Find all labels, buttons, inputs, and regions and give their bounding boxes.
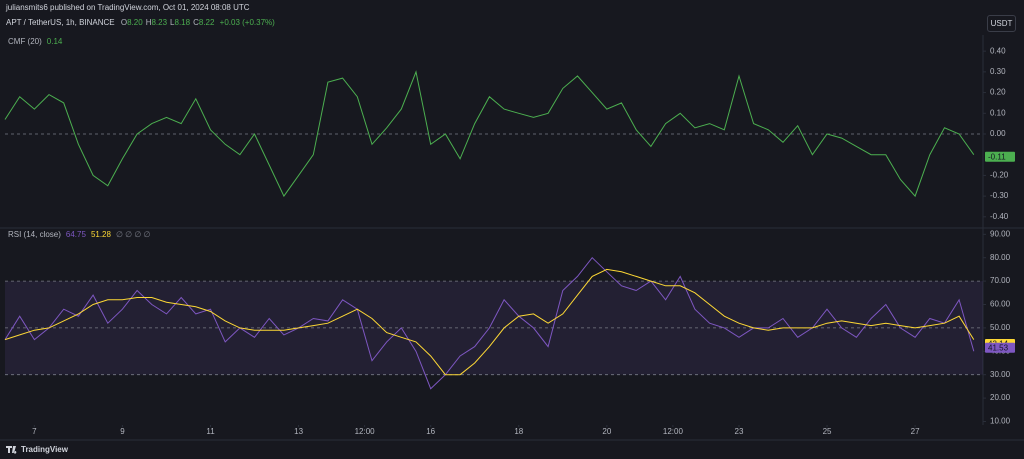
y-tick-label: 80.00 [990, 253, 1011, 262]
value-badge [985, 151, 1015, 162]
legend-na: ∅ ∅ ∅ ∅ [116, 230, 151, 239]
y-tick-label: 10.00 [990, 417, 1011, 426]
legend-value: 64.75 [66, 230, 87, 239]
y-tick-label: 30.00 [990, 370, 1011, 379]
ohlc: O8.20 H8.23 L8.18 C8.22 [121, 18, 218, 27]
x-tick-label: 11 [206, 427, 215, 436]
y-tick-label: 0.20 [990, 88, 1006, 97]
y-tick-label: -0.30 [990, 191, 1009, 200]
y-tick-label: 0.40 [990, 46, 1006, 55]
x-tick-label: 27 [911, 427, 920, 436]
legend-title: CMF (20) [8, 37, 42, 46]
value-badge-label: 41.53 [988, 343, 1009, 352]
ohlc-value: 8.20 [127, 18, 143, 27]
series-line [4, 268, 975, 376]
legend-title: RSI (14, close) [8, 230, 61, 239]
x-tick-label: 20 [602, 427, 611, 436]
y-tick-label: 0.10 [990, 108, 1006, 117]
x-tick-label: 7 [32, 427, 37, 436]
series-line [4, 70, 975, 198]
ohlc-value: 8.22 [198, 18, 215, 27]
x-tick-label: 13 [294, 427, 303, 436]
x-tick-label: 12:00 [663, 427, 684, 436]
y-tick-label: 20.00 [990, 393, 1011, 402]
tv-logo [6, 446, 17, 454]
x-tick-label: 12:00 [355, 427, 376, 436]
legend: CMF (20) 0.14 [8, 37, 63, 46]
value-badge [985, 342, 1015, 353]
y-tick-label: -0.40 [990, 212, 1009, 221]
symbol-row: APT / TetherUS, 1h, BINANCE O8.20 H8.23 L8… [6, 18, 275, 27]
legend-value: 0.14 [47, 37, 63, 46]
ohlc-value: 8.23 [151, 18, 168, 27]
x-tick-label: 9 [120, 427, 125, 436]
change: +0.03 (+0.37%) [219, 18, 275, 27]
y-tick-label: 60.00 [990, 300, 1011, 309]
ohlc-label: H [145, 18, 152, 27]
x-tick-label: 23 [735, 427, 744, 436]
x-tick-label: 25 [823, 427, 832, 436]
ohlc-label: C [193, 18, 199, 27]
legend-value: 51.28 [91, 230, 112, 239]
currency-button[interactable]: USDT [987, 15, 1016, 32]
footer-brand: TradingView [21, 445, 69, 454]
y-tick-label: 0.30 [990, 67, 1006, 76]
x-tick-label: 18 [514, 427, 523, 436]
y-tick-label: 50.00 [990, 323, 1011, 332]
y-tick-label: 0.00 [990, 129, 1006, 138]
y-tick-label: 90.00 [990, 229, 1011, 238]
symbol: APT / TetherUS, 1h, BINANCE [6, 18, 115, 27]
x-tick-label: 16 [426, 427, 435, 436]
y-tick-label: 70.00 [990, 276, 1011, 285]
y-tick-label: -0.20 [990, 171, 1009, 180]
publisher: juliansmits6 published on TradingView.co… [6, 3, 250, 12]
ohlc-label: O [120, 18, 128, 27]
legend: RSI (14, close) 64.75 51.28 ∅ ∅ ∅ ∅ [8, 230, 151, 239]
ohlc-label: L [170, 18, 175, 27]
value-badge-label: -0.11 [988, 152, 1006, 161]
ohlc-value: 8.18 [174, 18, 191, 27]
